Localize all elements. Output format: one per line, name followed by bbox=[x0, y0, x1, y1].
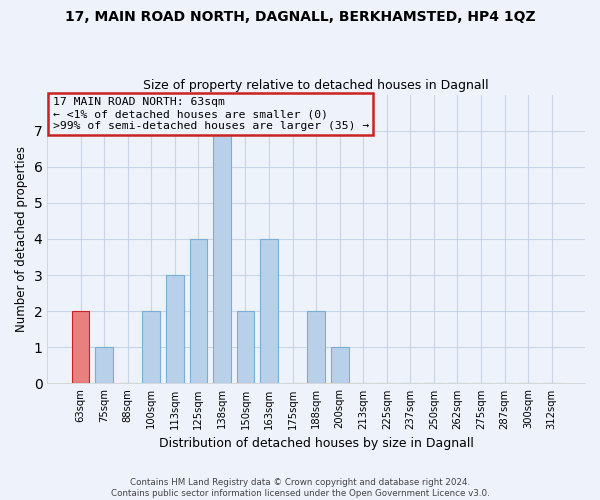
Bar bbox=[190, 239, 207, 384]
Text: 17 MAIN ROAD NORTH: 63sqm
← <1% of detached houses are smaller (0)
>99% of semi-: 17 MAIN ROAD NORTH: 63sqm ← <1% of detac… bbox=[53, 98, 369, 130]
Text: Contains HM Land Registry data © Crown copyright and database right 2024.
Contai: Contains HM Land Registry data © Crown c… bbox=[110, 478, 490, 498]
Bar bbox=[213, 130, 231, 384]
Text: 17, MAIN ROAD NORTH, DAGNALL, BERKHAMSTED, HP4 1QZ: 17, MAIN ROAD NORTH, DAGNALL, BERKHAMSTE… bbox=[65, 10, 535, 24]
Bar bbox=[307, 311, 325, 384]
Bar bbox=[95, 348, 113, 384]
Y-axis label: Number of detached properties: Number of detached properties bbox=[15, 146, 28, 332]
Bar bbox=[260, 239, 278, 384]
Bar bbox=[331, 348, 349, 384]
Title: Size of property relative to detached houses in Dagnall: Size of property relative to detached ho… bbox=[143, 79, 489, 92]
Bar bbox=[72, 311, 89, 384]
Bar bbox=[166, 275, 184, 384]
Bar bbox=[142, 311, 160, 384]
Bar bbox=[236, 311, 254, 384]
X-axis label: Distribution of detached houses by size in Dagnall: Distribution of detached houses by size … bbox=[159, 437, 473, 450]
